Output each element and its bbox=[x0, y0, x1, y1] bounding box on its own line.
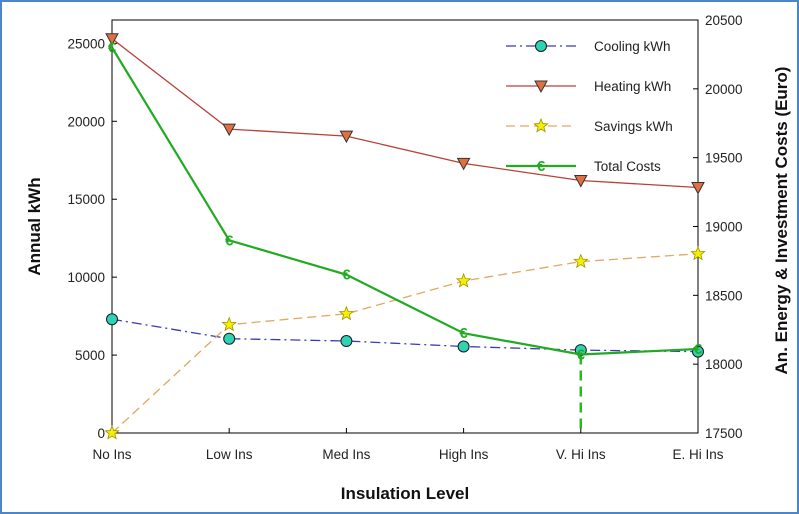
point-heating-kwh bbox=[222, 123, 237, 137]
point-cooling-kwh bbox=[340, 335, 353, 348]
y-tick-label: 0 bbox=[97, 426, 105, 441]
point-savings-kwh bbox=[573, 253, 589, 269]
x-tick-label: V. Hi Ins bbox=[556, 447, 606, 462]
legend-marker-heating-kwh bbox=[534, 80, 548, 94]
legend-marker-total-costs: € bbox=[537, 158, 546, 175]
point-total-costs: € bbox=[694, 341, 703, 358]
y-tick-label: 25000 bbox=[67, 36, 105, 51]
y2-tick-label: 20500 bbox=[705, 13, 743, 28]
y2-tick-label: 18000 bbox=[705, 357, 743, 372]
point-total-costs: € bbox=[108, 40, 117, 57]
point-total-costs: € bbox=[459, 325, 468, 342]
legend-marker-savings-kwh bbox=[533, 117, 549, 133]
y2-axis-title: An. Energy & Investment Costs (Euro) bbox=[772, 67, 791, 375]
point-savings-kwh bbox=[338, 305, 355, 321]
series-line-cooling-kwh bbox=[111, 318, 699, 353]
point-cooling-kwh bbox=[106, 313, 118, 326]
point-heating-kwh bbox=[456, 157, 471, 171]
y-tick-label: 20000 bbox=[67, 114, 105, 129]
point-total-costs: € bbox=[342, 267, 351, 284]
point-cooling-kwh bbox=[457, 340, 470, 353]
point-heating-kwh bbox=[573, 175, 588, 188]
y2-tick-label: 17500 bbox=[705, 426, 743, 441]
y2-tick-label: 19500 bbox=[705, 151, 743, 166]
point-savings-kwh bbox=[690, 245, 706, 261]
series-line-savings-kwh bbox=[111, 253, 699, 434]
x-tick-label: E. Hi Ins bbox=[672, 447, 723, 462]
series-line-total-costs bbox=[111, 46, 699, 356]
x-tick-label: High Ins bbox=[439, 447, 489, 462]
point-total-costs: € bbox=[577, 347, 586, 364]
point-heating-kwh bbox=[691, 182, 705, 195]
legend-marker-cooling-kwh bbox=[535, 40, 547, 52]
x-axis-title: Insulation Level bbox=[341, 484, 469, 503]
point-savings-kwh bbox=[455, 272, 472, 288]
point-heating-kwh bbox=[105, 33, 119, 46]
y2-tick-label: 19000 bbox=[705, 220, 743, 235]
legend-label-cooling-kwh: Cooling kWh bbox=[594, 39, 671, 54]
point-total-costs: € bbox=[225, 232, 234, 249]
x-tick-label: Med Ins bbox=[322, 447, 370, 462]
legend-label-heating-kwh: Heating kWh bbox=[594, 79, 671, 94]
x-tick-label: Low Ins bbox=[206, 447, 253, 462]
legend-label-savings-kwh: Savings kWh bbox=[594, 119, 673, 134]
y-tick-label: 15000 bbox=[67, 192, 105, 207]
legend-label-total-costs: Total Costs bbox=[594, 159, 661, 174]
y-tick-label: 10000 bbox=[67, 270, 105, 285]
point-heating-kwh bbox=[339, 130, 354, 144]
series-line-heating-kwh bbox=[111, 38, 699, 189]
y-tick-label: 5000 bbox=[75, 348, 105, 363]
point-savings-kwh bbox=[221, 316, 237, 332]
point-savings-kwh bbox=[104, 424, 120, 440]
point-cooling-kwh bbox=[223, 332, 236, 345]
y-axis-title: Annual kWh bbox=[25, 177, 44, 275]
y2-tick-label: 18500 bbox=[705, 288, 743, 303]
x-tick-label: No Ins bbox=[92, 447, 131, 462]
y2-tick-label: 20000 bbox=[705, 82, 743, 97]
